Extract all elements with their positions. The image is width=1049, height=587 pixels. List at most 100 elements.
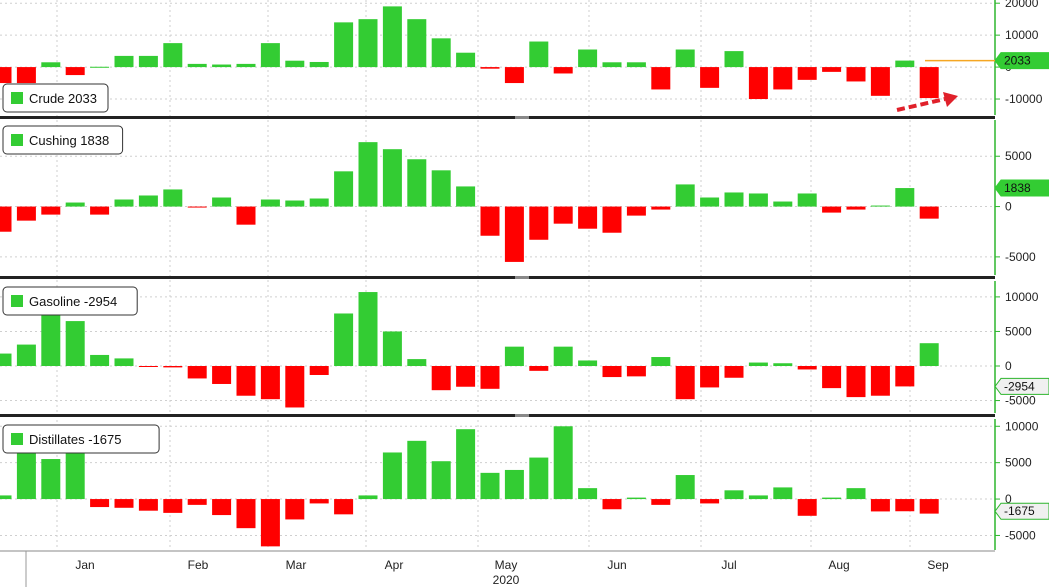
bar-gasoline-30 bbox=[724, 366, 744, 378]
bar-cushing-30 bbox=[724, 192, 744, 207]
bar-crude-11 bbox=[260, 43, 280, 68]
bar-gasoline-28 bbox=[675, 366, 695, 400]
bar-cushing-13 bbox=[309, 198, 329, 207]
legend-box bbox=[2, 286, 138, 316]
bar-gasoline-33 bbox=[797, 366, 817, 370]
bar-gasoline-16 bbox=[382, 331, 402, 367]
last-value-badge: -1675 bbox=[994, 502, 1049, 520]
bar-crude-4 bbox=[90, 66, 110, 68]
legend-crude: Crude 2033 bbox=[2, 83, 109, 113]
bar-cushing-18 bbox=[431, 170, 451, 207]
bar-distillates-25 bbox=[602, 499, 622, 510]
bar-distillates-4 bbox=[90, 499, 110, 508]
bar-cushing-37 bbox=[895, 188, 915, 207]
bar-gasoline-37 bbox=[895, 366, 915, 387]
bar-gasoline-8 bbox=[187, 366, 207, 379]
bar-crude-32 bbox=[773, 67, 793, 90]
bar-crude-21 bbox=[504, 67, 524, 84]
y-tick-label: -5000 bbox=[1005, 250, 1036, 264]
bar-distillates-22 bbox=[529, 457, 549, 500]
last-value-badge-shape bbox=[994, 52, 1049, 70]
bar-crude-3 bbox=[65, 67, 85, 76]
bar-cushing-27 bbox=[651, 206, 671, 210]
bar-cushing-29 bbox=[700, 197, 720, 207]
panel-resize-handle[interactable] bbox=[515, 414, 529, 417]
bar-crude-35 bbox=[846, 67, 866, 82]
bar-crude-37 bbox=[895, 60, 915, 68]
y-tick-label: 5000 bbox=[1005, 456, 1032, 470]
bar-cushing-9 bbox=[212, 197, 232, 207]
bar-crude-9 bbox=[212, 64, 232, 68]
bar-gasoline-17 bbox=[407, 359, 427, 367]
panel-resize-handle[interactable] bbox=[515, 116, 529, 119]
bar-gasoline-11 bbox=[260, 366, 280, 400]
legend-label: Crude 2033 bbox=[29, 91, 97, 106]
vertical-gridlines bbox=[56, 0, 911, 550]
bar-gasoline-29 bbox=[700, 366, 720, 388]
bar-crude-13 bbox=[309, 61, 329, 68]
bar-gasoline-31 bbox=[748, 362, 768, 367]
y-tick-label: 5000 bbox=[1005, 149, 1032, 163]
bar-gasoline-12 bbox=[285, 366, 305, 408]
bar-distillates-11 bbox=[260, 499, 280, 547]
bar-distillates-3 bbox=[65, 448, 85, 500]
panel-resize-handle[interactable] bbox=[515, 276, 529, 279]
bar-crude-23 bbox=[553, 67, 573, 74]
bar-gasoline-4 bbox=[90, 354, 110, 367]
x-tick-label: Sep bbox=[927, 558, 949, 572]
bar-distillates-37 bbox=[895, 499, 915, 512]
x-tick-label: Jun bbox=[607, 558, 626, 572]
bar-crude-31 bbox=[748, 67, 768, 100]
panel-separator bbox=[0, 116, 995, 119]
bar-crude-20 bbox=[480, 67, 500, 69]
bar-crude-5 bbox=[114, 55, 134, 68]
bar-cushing-1 bbox=[16, 206, 36, 221]
bar-crude-1 bbox=[16, 67, 36, 84]
bar-crude-2 bbox=[41, 62, 61, 68]
panel-cushing: 5000 0 -5000 1838 Cushing 1838 bbox=[0, 120, 1049, 275]
bar-crude-33 bbox=[797, 67, 817, 80]
bar-gasoline-34 bbox=[822, 366, 842, 389]
bar-cushing-38 bbox=[919, 206, 939, 219]
bar-gasoline-24 bbox=[578, 360, 598, 367]
bar-gasoline-5 bbox=[114, 358, 134, 367]
bar-cushing-5 bbox=[114, 199, 134, 207]
y-tick-label: 0 bbox=[1005, 359, 1012, 373]
y-tick-label: 5000 bbox=[1005, 324, 1032, 338]
x-tick-label: Mar bbox=[286, 558, 307, 572]
bar-crude-7 bbox=[163, 43, 183, 68]
last-value-badge-shape bbox=[994, 377, 1049, 395]
bar-crude-27 bbox=[651, 67, 671, 90]
bar-distillates-8 bbox=[187, 499, 207, 505]
bar-distillates-5 bbox=[114, 499, 134, 508]
x-tick-label: Jul bbox=[721, 558, 736, 572]
x-tick-label: Jan bbox=[75, 558, 94, 572]
y-tick-label: 10000 bbox=[1005, 28, 1039, 42]
bar-cushing-33 bbox=[797, 193, 817, 207]
bar-gasoline-22 bbox=[529, 366, 549, 371]
bar-gasoline-0 bbox=[0, 353, 12, 367]
bar-gasoline-7 bbox=[163, 366, 183, 368]
bar-cushing-17 bbox=[407, 159, 427, 207]
bar-cushing-24 bbox=[578, 206, 598, 229]
last-value-badge-shape bbox=[994, 179, 1049, 197]
bar-distillates-17 bbox=[407, 440, 427, 500]
bar-cushing-16 bbox=[382, 149, 402, 207]
bar-cushing-22 bbox=[529, 206, 549, 240]
bar-distillates-27 bbox=[651, 499, 671, 505]
last-value-label: -2954 bbox=[1004, 379, 1035, 393]
last-value-label: 2033 bbox=[1004, 54, 1031, 68]
legend-swatch bbox=[11, 134, 23, 146]
bar-distillates-13 bbox=[309, 499, 329, 504]
bar-distillates-19 bbox=[456, 429, 476, 500]
bar-distillates-23 bbox=[553, 426, 573, 500]
bar-distillates-29 bbox=[700, 499, 720, 504]
y-tick-label: 10000 bbox=[1005, 290, 1039, 304]
bar-crude-36 bbox=[870, 67, 890, 96]
last-value-badge: 1838 bbox=[994, 179, 1049, 197]
legend-distillates: Distillates -1675 bbox=[2, 424, 160, 454]
bar-distillates-24 bbox=[578, 488, 598, 500]
y-tick-label: 0 bbox=[1005, 492, 1012, 506]
bar-gasoline-2 bbox=[41, 314, 61, 367]
bar-cushing-25 bbox=[602, 206, 622, 233]
